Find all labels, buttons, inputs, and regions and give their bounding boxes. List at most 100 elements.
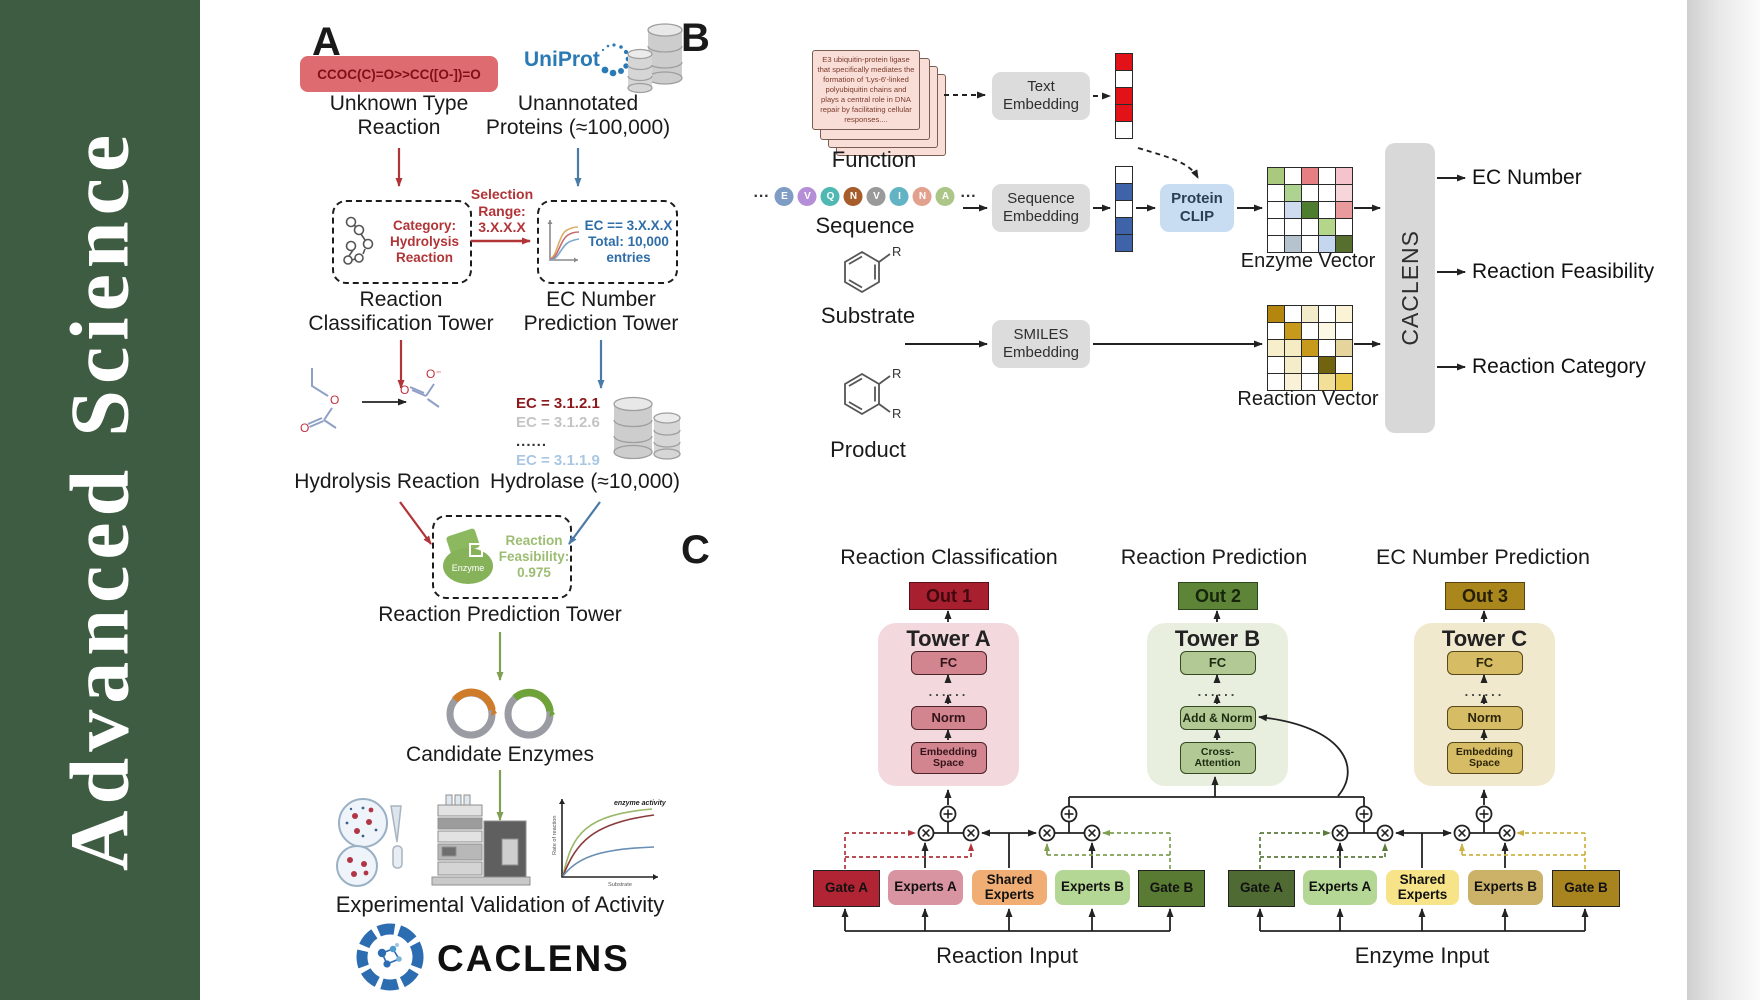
label-line: Total: 10,000 (588, 234, 669, 250)
hydrolase-label: Hydrolase (≈10,000) (490, 470, 680, 494)
database-icon (627, 23, 683, 94)
label-line: Reaction (357, 115, 441, 139)
hydrolysis-molecules-icon: O O O⁻ O (300, 367, 442, 435)
vector-cell (1300, 166, 1319, 185)
text-embedding-box: Text Embedding (992, 72, 1090, 120)
unknown-type-label: Unknown Type Reaction (330, 92, 469, 139)
ec-tower-label: EC Number Prediction Tower (524, 288, 679, 335)
vector-cell (1114, 86, 1133, 105)
vector-cell (1283, 321, 1302, 340)
label-line: Reaction (395, 249, 453, 265)
plasmid-icon (446, 688, 555, 739)
vector-cell (1317, 355, 1336, 374)
gate-a-reaction: Gate A (813, 870, 880, 907)
tower-a-norm: Norm (910, 706, 987, 730)
database-icon (613, 396, 681, 460)
experts-b-enzyme: Experts B (1468, 870, 1543, 905)
substrate-label: Substrate (821, 303, 915, 329)
ec-item: EC = 3.1.2.6 (516, 413, 600, 431)
petri-dish-icon (336, 798, 403, 887)
unannotated-proteins-label: Unannotated Proteins (≈100,000) (486, 92, 670, 139)
label-line: Experimental Validation of Activity (335, 892, 665, 917)
atom-o: O (400, 383, 409, 397)
tower-a-fc: FC (910, 651, 987, 675)
out1-box: Out 1 (909, 582, 989, 610)
vector-cell (1283, 304, 1302, 323)
r-group: R (892, 244, 901, 259)
atom-o: O (300, 421, 309, 435)
label-line: EC Number (546, 288, 656, 311)
aa-circle: N (844, 187, 863, 206)
label-line: Embedding (1003, 208, 1079, 225)
vector-cell (1317, 321, 1336, 340)
vector-cell (1114, 182, 1133, 201)
header-ec-number-prediction: EC Number Prediction (1376, 545, 1590, 569)
vector-cell (1317, 183, 1336, 202)
label-line: Feasibility: (498, 549, 570, 565)
enzyme-blob-icon: Enzyme (443, 528, 493, 584)
vector-cell (1266, 304, 1285, 323)
aa-circle: Q (821, 187, 840, 206)
vector-cell (1300, 304, 1319, 323)
tower-c-title: Tower C (1441, 626, 1528, 651)
label-line: Reaction (359, 288, 443, 311)
atom-o-minus: O⁻ (426, 367, 442, 381)
feasibility-text: Reaction Feasibility: 0.975 (498, 533, 570, 581)
selection-range-label: Selection Range: 3.X.X.X (470, 186, 534, 236)
aa-circle: E (775, 187, 794, 206)
label-line: Embedding (1003, 96, 1079, 113)
reaction-vector-label: Reaction Vector (1237, 388, 1378, 410)
label-line: Unannotated (517, 92, 639, 115)
vector-cell (1317, 166, 1336, 185)
vector-cell (1283, 217, 1302, 236)
header-reaction-prediction: Reaction Prediction (1121, 545, 1307, 569)
vector-cell (1334, 200, 1353, 219)
vector-cell (1300, 183, 1319, 202)
vector-cell (1334, 321, 1353, 340)
label-line: Reaction Classification (840, 545, 1058, 569)
enzyme-blob-text: Enzyme (452, 563, 485, 573)
feasibility-dashed-box: Enzyme Reaction Feasibility: 0.975 (432, 515, 572, 599)
label-line: Reaction Input (936, 943, 1078, 968)
classification-box-text: Category: Hydrolysis Reaction (379, 218, 470, 266)
sequence-embedding-box: Sequence Embedding (992, 184, 1090, 232)
hplc-instrument-icon (431, 794, 531, 886)
atom-o: O (330, 393, 339, 407)
hydrolysis-reaction-label: Hydrolysis Reaction (294, 470, 480, 494)
validation-label: Experimental Validation of Activity (335, 892, 665, 918)
label-line: Reaction Vector (1237, 388, 1379, 410)
smiles-embedding-box: SMILES Embedding (992, 320, 1090, 368)
benzene-substrate-icon: R (844, 244, 901, 294)
label-line: entries (606, 249, 651, 265)
page-edge-shadow (1687, 0, 1760, 1000)
tower-b-dots: ...... (1197, 684, 1238, 700)
sequence-row: ··· E V Q N V I N A ··· (752, 187, 979, 206)
ec-item-top: EC = 3.1.2.1 (516, 395, 600, 412)
label-line: Product (830, 437, 906, 462)
label-line: Prediction Tower (523, 311, 679, 335)
experts-b-reaction: Experts B (1055, 870, 1130, 905)
label-line: Hydrolysis (389, 234, 460, 250)
vector-cell (1334, 304, 1353, 323)
panel-b-label: B (681, 16, 710, 60)
label-line: Hydrolysis Reaction (294, 470, 480, 493)
output-ec-number: EC Number (1472, 166, 1582, 189)
tower-b-fc: FC (1179, 651, 1256, 675)
label-line: Reaction Prediction Tower (378, 603, 622, 626)
caclens-bar-text: CACLENS (1396, 230, 1423, 346)
vector-cell (1317, 200, 1336, 219)
activity-graph-icon: enzyme activity Rate of reaction Substra… (552, 799, 667, 888)
output-reaction-feasibility: Reaction Feasibility (1472, 260, 1655, 283)
label-line: Text (1027, 78, 1055, 95)
vector-cell (1334, 183, 1353, 202)
label-line: Enzyme Vector (1240, 250, 1376, 272)
enzyme-vector-label: Enzyme Vector (1241, 250, 1376, 272)
label-line: Unknown Type (329, 92, 469, 115)
label-line: Space (1469, 757, 1500, 769)
vector-cell (1334, 338, 1353, 357)
out3-box: Out 3 (1445, 582, 1525, 610)
vector-cell (1334, 355, 1353, 374)
vector-cell (1114, 233, 1133, 252)
shared-experts-reaction: Shared Experts (972, 870, 1047, 905)
label-line: Protein (1171, 190, 1223, 207)
